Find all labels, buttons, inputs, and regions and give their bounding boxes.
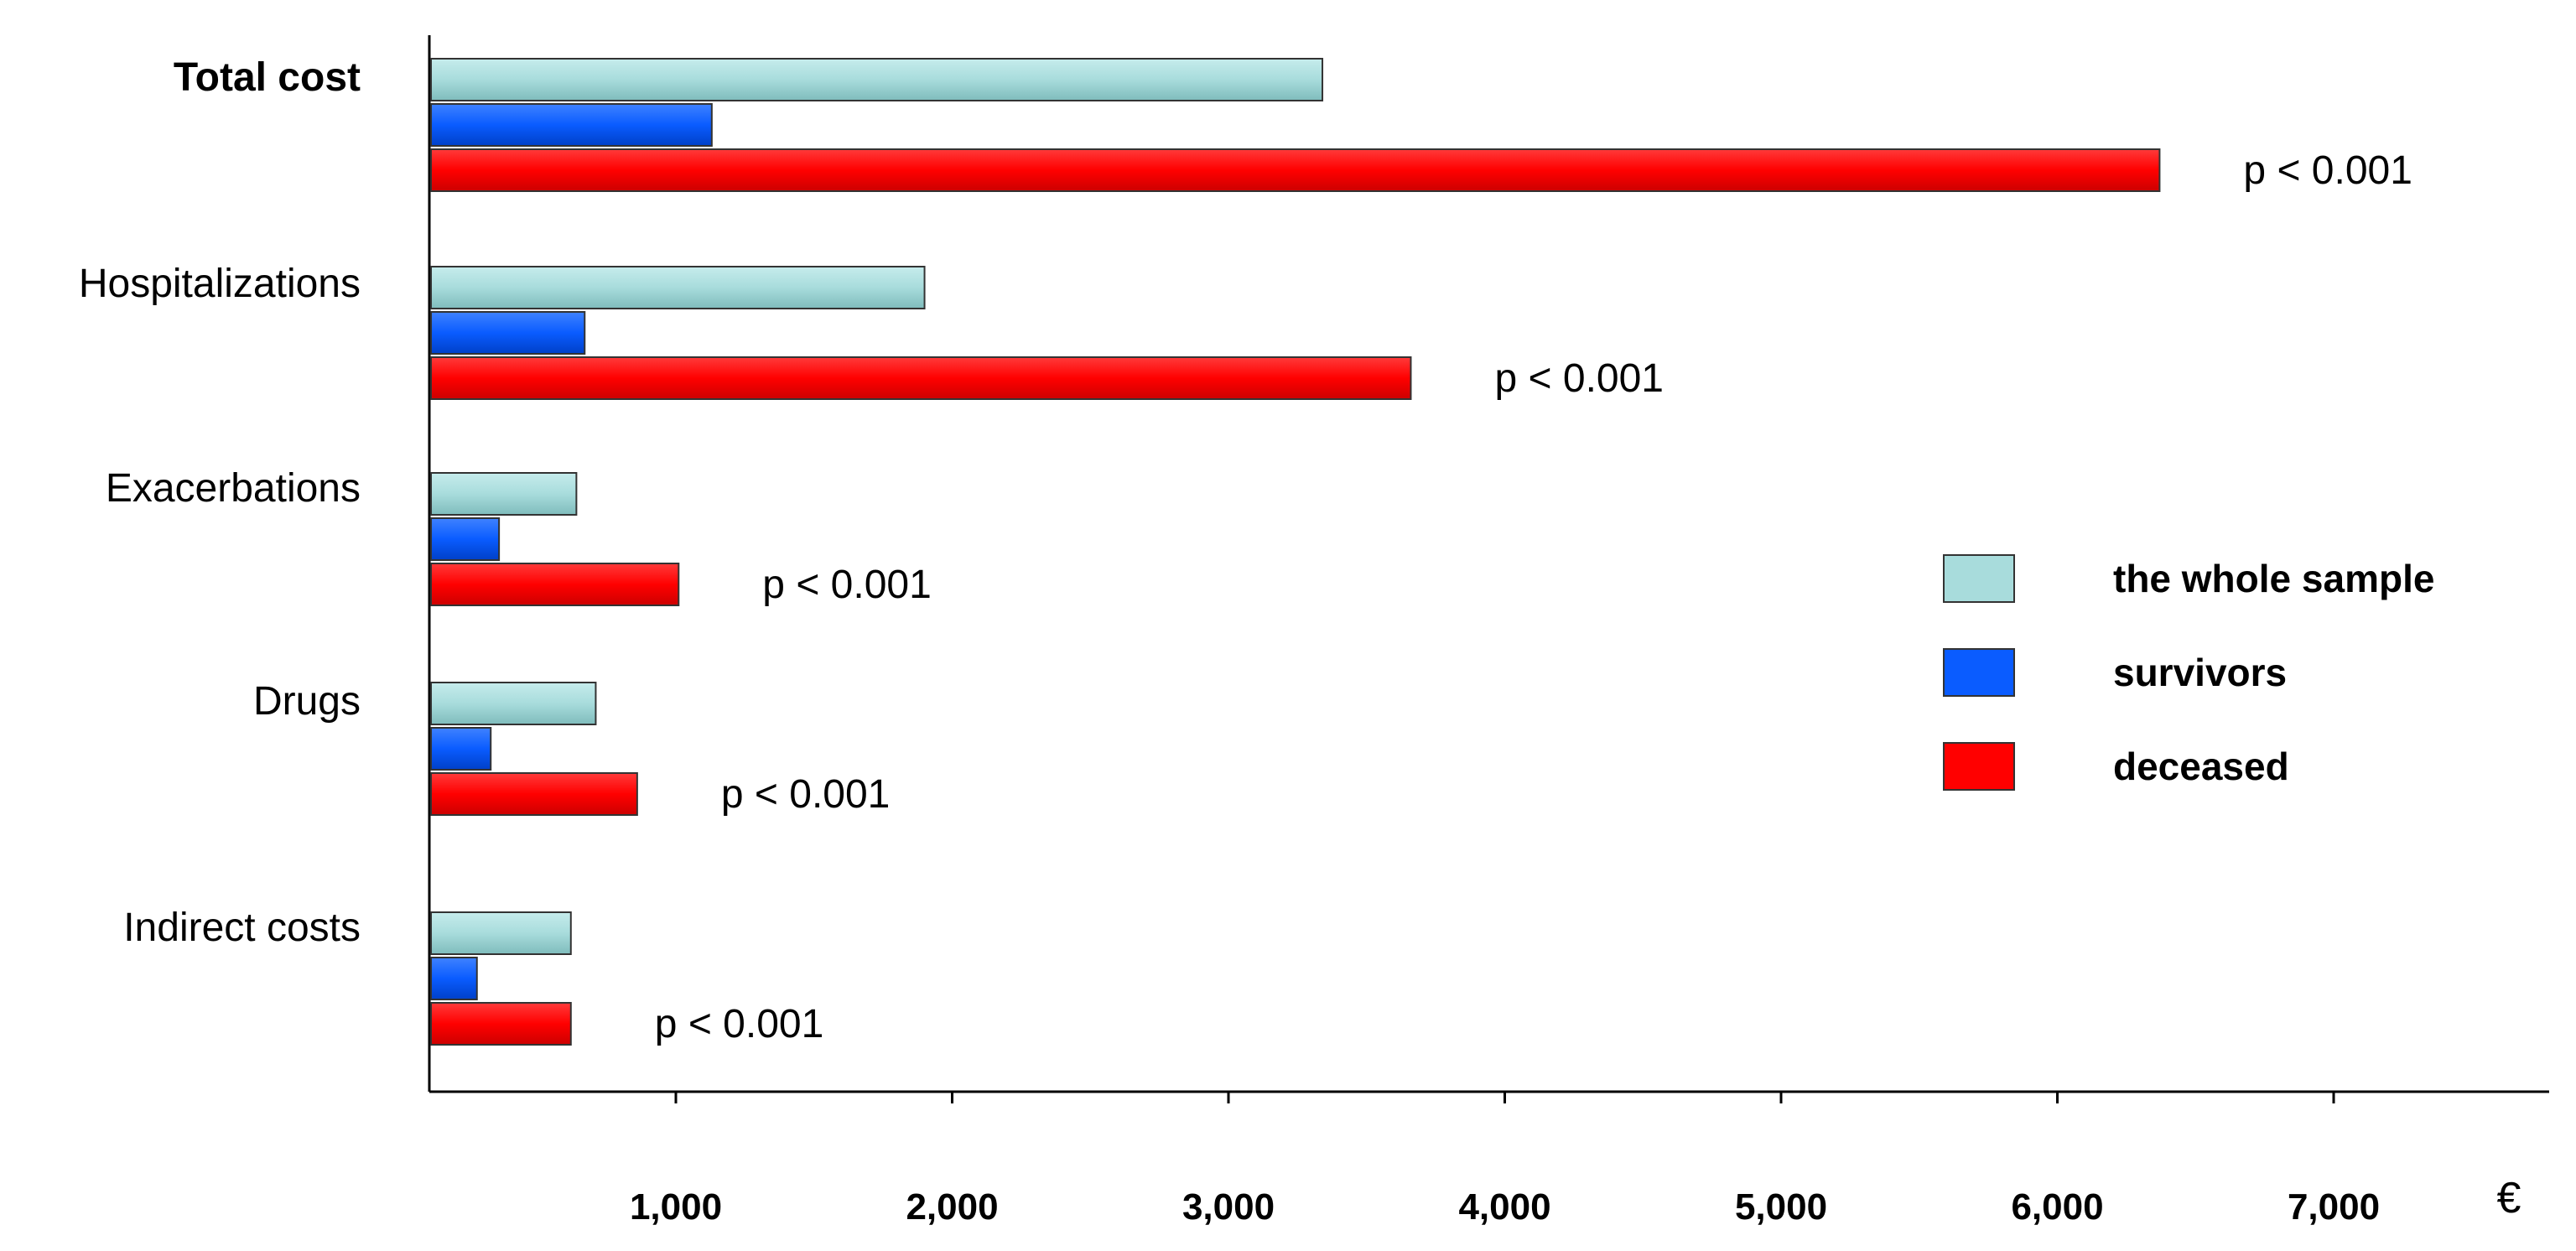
x-unit-label: € <box>2497 1174 2521 1222</box>
bar-whole-sample <box>430 58 1324 101</box>
p-value-label: p < 0.001 <box>721 772 891 817</box>
p-value-label: p < 0.001 <box>2243 148 2412 193</box>
legend-label: deceased <box>2113 745 2289 788</box>
bar-deceased <box>430 563 680 606</box>
bar-survivors <box>430 311 586 355</box>
bar-whole-sample <box>430 266 926 309</box>
x-tick-label: 2,000 <box>906 1186 998 1228</box>
x-tick-label: 7,000 <box>2288 1186 2380 1228</box>
legend: the whole sample survivors deceased <box>1943 554 2434 791</box>
bar-deceased <box>430 1002 572 1046</box>
bar-deceased <box>430 356 1412 400</box>
p-value-label: p < 0.001 <box>655 1002 824 1046</box>
category-label: Total cost <box>174 55 361 100</box>
legend-label: survivors <box>2113 651 2287 694</box>
bar-survivors <box>430 727 492 771</box>
bar-survivors <box>430 103 713 147</box>
bar-whole-sample <box>430 911 572 955</box>
x-tick-label: 3,000 <box>1182 1186 1275 1228</box>
labels: 1,000 2,000 3,000 4,000 5,000 6,000 7,000 € Tota… <box>79 55 2521 1228</box>
bars <box>430 58 2161 1046</box>
category-label: Indirect costs <box>123 906 361 950</box>
p-value-label: p < 0.001 <box>1494 356 1664 401</box>
x-tick-label: 4,000 <box>1458 1186 1550 1228</box>
axes <box>428 35 2549 1103</box>
bar-deceased <box>430 772 638 816</box>
bar-survivors <box>430 517 501 561</box>
bar-survivors <box>430 957 478 1000</box>
x-tick-label: 6,000 <box>2011 1186 2103 1228</box>
bar-whole-sample <box>430 682 597 725</box>
bar-deceased <box>430 148 2161 192</box>
x-tick-label: 1,000 <box>630 1186 722 1228</box>
legend-label: the whole sample <box>2113 557 2434 600</box>
category-label: Drugs <box>253 679 361 724</box>
p-value-label: p < 0.001 <box>762 563 932 607</box>
bar-whole-sample <box>430 472 578 516</box>
category-label: Exacerbations <box>106 466 361 511</box>
category-label: Hospitalizations <box>79 262 361 306</box>
x-tick-label: 5,000 <box>1735 1186 1827 1228</box>
legend-swatch <box>1943 554 2015 603</box>
legend-swatch <box>1943 648 2015 697</box>
legend-swatch <box>1943 742 2015 791</box>
